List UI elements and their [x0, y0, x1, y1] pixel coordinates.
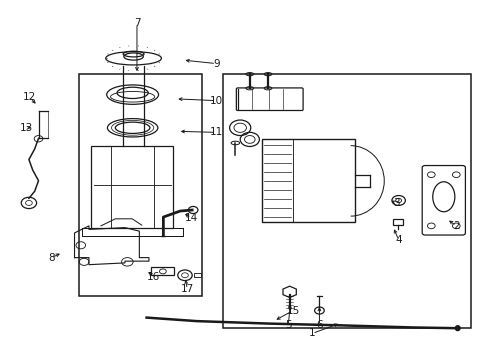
Text: 12: 12 — [23, 92, 36, 102]
Bar — [262, 139, 355, 222]
Text: 3: 3 — [393, 198, 399, 208]
Text: 6: 6 — [316, 320, 323, 330]
Bar — [223, 74, 471, 328]
Text: 17: 17 — [181, 284, 194, 294]
Text: 4: 4 — [395, 235, 402, 245]
Text: 1: 1 — [309, 328, 316, 338]
Ellipse shape — [455, 326, 460, 330]
Bar — [79, 74, 202, 296]
Bar — [91, 147, 173, 228]
Text: 7: 7 — [134, 18, 140, 28]
Text: 14: 14 — [185, 213, 198, 223]
Text: 10: 10 — [210, 96, 223, 105]
Text: 13: 13 — [20, 123, 33, 133]
Text: 5: 5 — [285, 320, 292, 330]
Text: 16: 16 — [147, 272, 160, 282]
Text: 11: 11 — [210, 127, 223, 138]
Text: 2: 2 — [453, 221, 460, 231]
Ellipse shape — [264, 73, 272, 76]
Bar — [393, 219, 403, 225]
Bar — [151, 267, 174, 275]
Ellipse shape — [264, 87, 272, 90]
Text: 9: 9 — [213, 59, 220, 68]
Text: 8: 8 — [49, 253, 55, 262]
Ellipse shape — [246, 87, 254, 90]
Text: 15: 15 — [286, 306, 300, 315]
Ellipse shape — [246, 73, 254, 76]
Bar — [194, 273, 201, 277]
Ellipse shape — [231, 141, 240, 145]
